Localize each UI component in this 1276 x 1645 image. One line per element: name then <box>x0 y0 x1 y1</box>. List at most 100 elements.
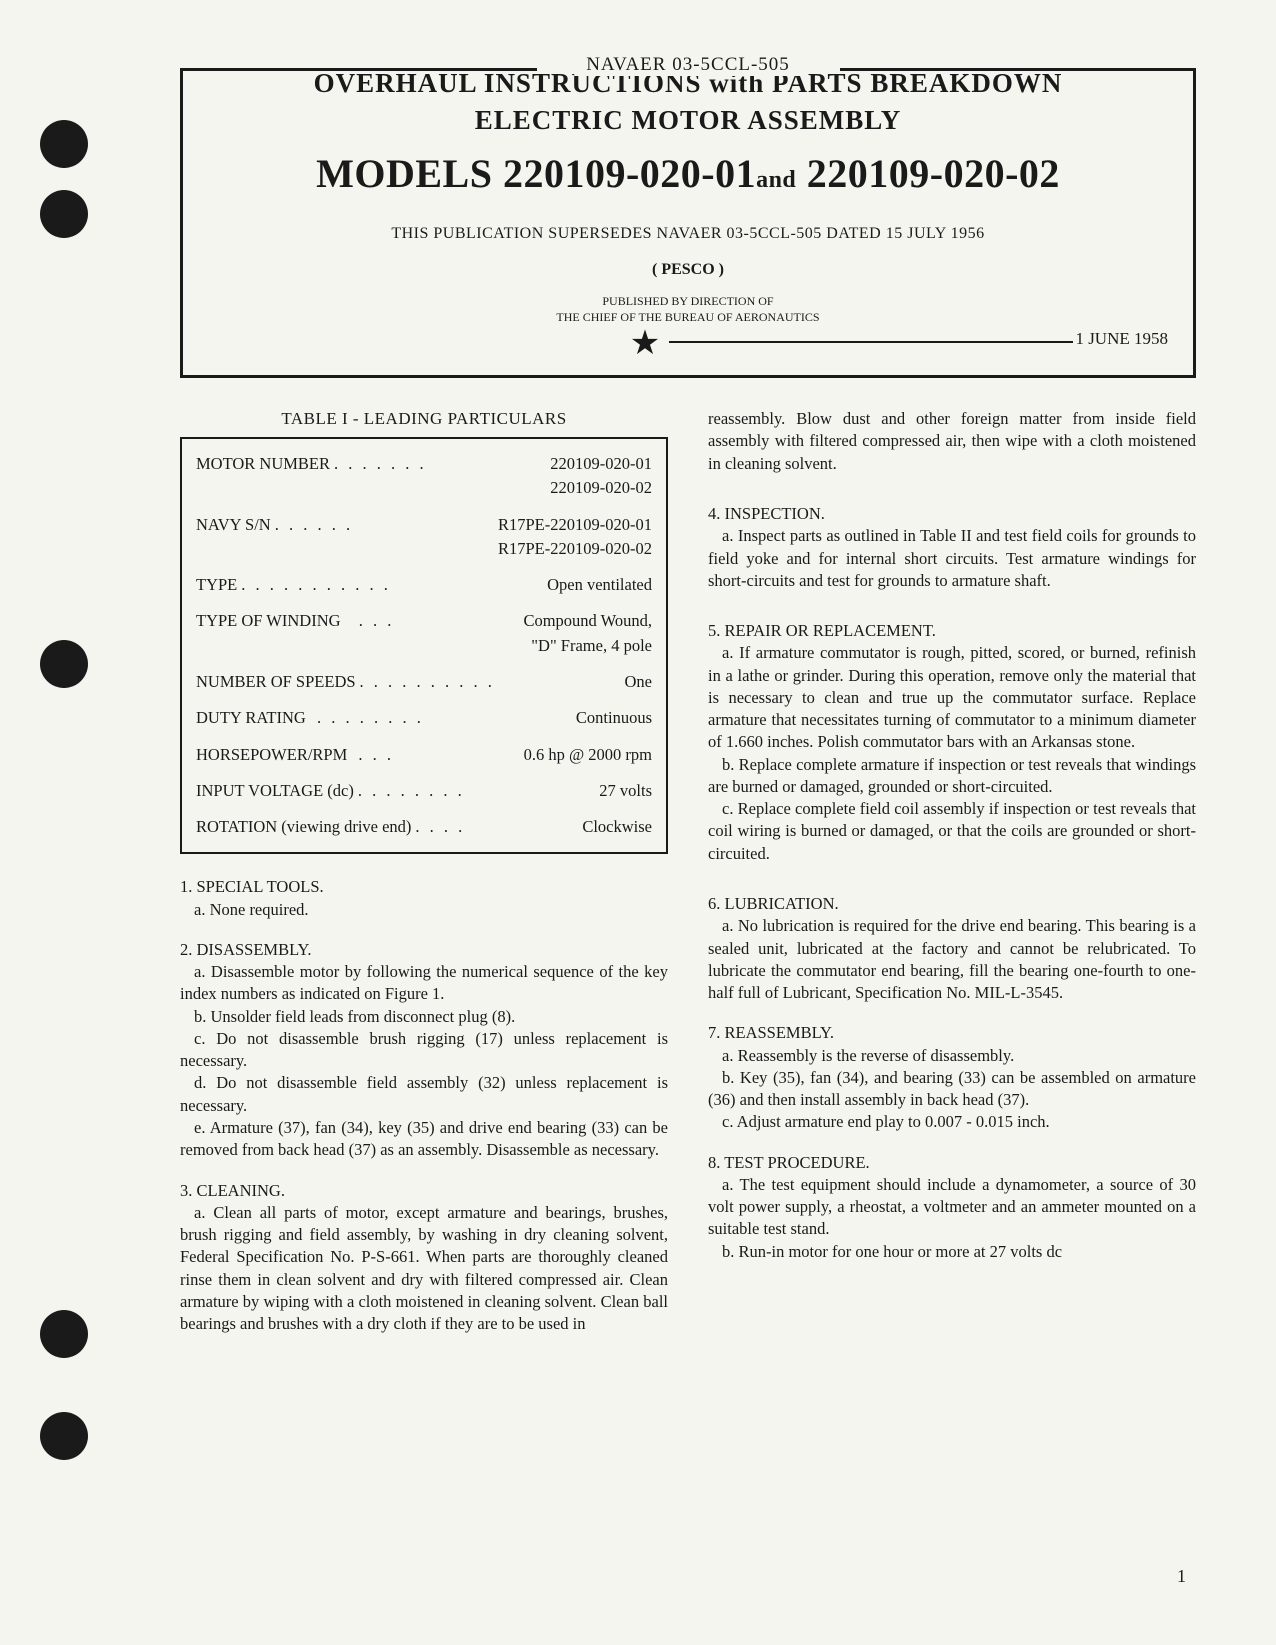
table-row: MOTOR NUMBER . . . . . . . 220109-020-01 <box>196 453 652 475</box>
title-line-2: ELECTRIC MOTOR ASSEMBLY <box>203 105 1173 136</box>
para: a. No lubrication is required for the dr… <box>708 915 1196 1004</box>
section-heading: 2. DISASSEMBLY. <box>180 939 668 961</box>
para: c. Do not disassemble brush rigging (17)… <box>180 1028 668 1073</box>
table-row: DUTY RATING . . . . . . . . Continuous <box>196 707 652 729</box>
column-left: TABLE I - LEADING PARTICULARS MOTOR NUMB… <box>180 408 668 1353</box>
table-row-extra: 220109-020-02 <box>196 477 652 499</box>
leader-dots: . . . . . . . . <box>354 780 599 802</box>
section-heading: 6. LUBRICATION. <box>708 893 1196 915</box>
row-value: R17PE-220109-020-01 <box>498 514 652 536</box>
publication-date: 1 JUNE 1958 <box>1075 329 1168 349</box>
table-row: NAVY S/N . . . . . . R17PE-220109-020-01 <box>196 514 652 536</box>
row-value-extra: 220109-020-02 <box>550 477 652 499</box>
para: a. None required. <box>180 899 668 921</box>
leader-dots: . . . <box>347 744 523 766</box>
para: b. Key (35), fan (34), and bearing (33) … <box>708 1067 1196 1112</box>
leader-dots: . . . . . . <box>271 514 498 536</box>
row-label: NAVY S/N <box>196 514 271 536</box>
para: a. Clean all parts of motor, except arma… <box>180 1202 668 1336</box>
punch-hole <box>40 1412 88 1460</box>
section-5: 5. REPAIR OR REPLACEMENT. a. If armature… <box>708 620 1196 865</box>
section-3-cont: reassembly. Blow dust and other foreign … <box>708 408 1196 475</box>
para: c. Replace complete field coil assembly … <box>708 798 1196 865</box>
table-row: INPUT VOLTAGE (dc) . . . . . . . . 27 vo… <box>196 780 652 802</box>
section-4: 4. INSPECTION. a. Inspect parts as outli… <box>708 503 1196 592</box>
row-value: One <box>625 671 653 693</box>
row-value-extra: R17PE-220109-020-02 <box>498 538 652 560</box>
punch-hole <box>40 190 88 238</box>
row-label: ROTATION (viewing drive end) <box>196 816 411 838</box>
section-heading: 8. TEST PROCEDURE. <box>708 1152 1196 1174</box>
para: a. The test equipment should include a d… <box>708 1174 1196 1241</box>
published-line-1: PUBLISHED BY DIRECTION OF <box>203 294 1173 310</box>
section-heading: 7. REASSEMBLY. <box>708 1022 1196 1044</box>
para: reassembly. Blow dust and other foreign … <box>708 408 1196 475</box>
title-parts: PARTS BREAKDOWN <box>772 68 1062 98</box>
published-line-2: THE CHIEF OF THE BUREAU OF AERONAUTICS <box>203 310 1173 326</box>
published-by: PUBLISHED BY DIRECTION OF THE CHIEF OF T… <box>203 294 1173 325</box>
row-label: NUMBER OF SPEEDS <box>196 671 356 693</box>
models-and: and <box>756 167 796 193</box>
leader-dots: . . . . . . . . . . . <box>237 574 547 596</box>
row-value: 220109-020-01 <box>550 453 652 475</box>
table-row-extra: R17PE-220109-020-02 <box>196 538 652 560</box>
table-row: ROTATION (viewing drive end) . . . . Clo… <box>196 816 652 838</box>
row-value: Clockwise <box>582 816 652 838</box>
table-row: NUMBER OF SPEEDS . . . . . . . . . . One <box>196 671 652 693</box>
supersedes-note: THIS PUBLICATION SUPERSEDES NAVAER 03-5C… <box>203 225 1173 243</box>
particulars-table: MOTOR NUMBER . . . . . . . 220109-020-01… <box>180 437 668 854</box>
section-7: 7. REASSEMBLY. a. Reassembly is the reve… <box>708 1022 1196 1133</box>
section-heading: 1. SPECIAL TOOLS. <box>180 876 668 898</box>
leader-dots: . . . <box>341 610 524 632</box>
table-row-extra: "D" Frame, 4 pole <box>196 635 652 657</box>
content-columns: TABLE I - LEADING PARTICULARS MOTOR NUMB… <box>180 408 1196 1353</box>
para: d. Do not disassemble field assembly (32… <box>180 1072 668 1117</box>
section-heading: 4. INSPECTION. <box>708 503 1196 525</box>
para: a. Disassemble motor by following the nu… <box>180 961 668 1006</box>
page-number: 1 <box>1177 1566 1186 1587</box>
row-label: DUTY RATING <box>196 707 306 729</box>
row-value: 0.6 hp @ 2000 rpm <box>524 744 652 766</box>
column-right: reassembly. Blow dust and other foreign … <box>708 408 1196 1353</box>
row-label: HORSEPOWER/RPM <box>196 744 347 766</box>
section-3: 3. CLEANING. a. Clean all parts of motor… <box>180 1180 668 1336</box>
row-label: TYPE <box>196 574 237 596</box>
table-row: HORSEPOWER/RPM . . . 0.6 hp @ 2000 rpm <box>196 744 652 766</box>
para: b. Unsolder field leads from disconnect … <box>180 1006 668 1028</box>
row-value: 27 volts <box>599 780 652 802</box>
para: c. Adjust armature end play to 0.007 - 0… <box>708 1111 1196 1133</box>
section-6: 6. LUBRICATION. a. No lubrication is req… <box>708 893 1196 1004</box>
date-rule: ★ 1 JUNE 1958 <box>203 331 1173 355</box>
horizontal-rule <box>669 341 1073 343</box>
table-row: TYPE . . . . . . . . . . . Open ventilat… <box>196 574 652 596</box>
para: b. Replace complete armature if inspecti… <box>708 754 1196 799</box>
model-1: 220109-020-01 <box>503 151 756 196</box>
punch-hole <box>40 1310 88 1358</box>
section-heading: 3. CLEANING. <box>180 1180 668 1202</box>
row-label: INPUT VOLTAGE (dc) <box>196 780 354 802</box>
header-box: NAVAER 03-5CCL-505 OVERHAUL INSTRUCTIONS… <box>180 68 1196 378</box>
row-label: TYPE OF WINDING <box>196 610 341 632</box>
table-row: TYPE OF WINDING . . . Compound Wound, <box>196 610 652 632</box>
model-2: 220109-020-02 <box>807 151 1060 196</box>
row-value-extra: "D" Frame, 4 pole <box>531 635 652 657</box>
para: e. Armature (37), fan (34), key (35) and… <box>180 1117 668 1162</box>
leader-dots: . . . . <box>411 816 582 838</box>
punch-hole <box>40 120 88 168</box>
punch-hole <box>40 640 88 688</box>
section-8: 8. TEST PROCEDURE. a. The test equipment… <box>708 1152 1196 1263</box>
table-title: TABLE I - LEADING PARTICULARS <box>180 408 668 431</box>
manufacturer: ( PESCO ) <box>203 261 1173 279</box>
leader-dots: . . . . . . . <box>330 453 550 475</box>
para: a. Reassembly is the reverse of disassem… <box>708 1045 1196 1067</box>
para: a. Inspect parts as outlined in Table II… <box>708 525 1196 592</box>
row-value: Compound Wound, <box>523 610 652 632</box>
section-heading: 5. REPAIR OR REPLACEMENT. <box>708 620 1196 642</box>
row-value: Open ventilated <box>547 574 652 596</box>
leader-dots: . . . . . . . . . . <box>356 671 625 693</box>
para: b. Run-in motor for one hour or more at … <box>708 1241 1196 1263</box>
section-1: 1. SPECIAL TOOLS. a. None required. <box>180 876 668 921</box>
para: a. If armature commutator is rough, pitt… <box>708 642 1196 753</box>
leader-dots: . . . . . . . . <box>306 707 576 729</box>
star-icon: ★ <box>630 323 660 363</box>
